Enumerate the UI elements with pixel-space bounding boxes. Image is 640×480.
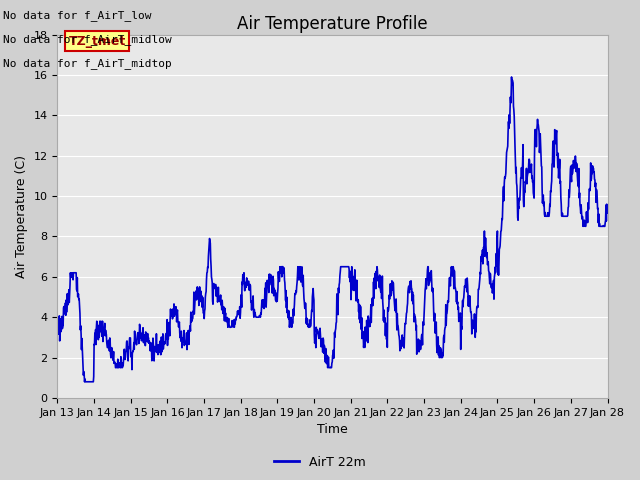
Y-axis label: Air Temperature (C): Air Temperature (C) <box>15 155 28 278</box>
X-axis label: Time: Time <box>317 423 348 436</box>
Text: TZ_tmet: TZ_tmet <box>68 35 125 48</box>
Text: No data for f_AirT_midtop: No data for f_AirT_midtop <box>3 58 172 69</box>
Legend: AirT 22m: AirT 22m <box>269 451 371 474</box>
Text: No data for f_AirT_midlow: No data for f_AirT_midlow <box>3 34 172 45</box>
Text: No data for f_AirT_low: No data for f_AirT_low <box>3 10 152 21</box>
Title: Air Temperature Profile: Air Temperature Profile <box>237 15 428 33</box>
